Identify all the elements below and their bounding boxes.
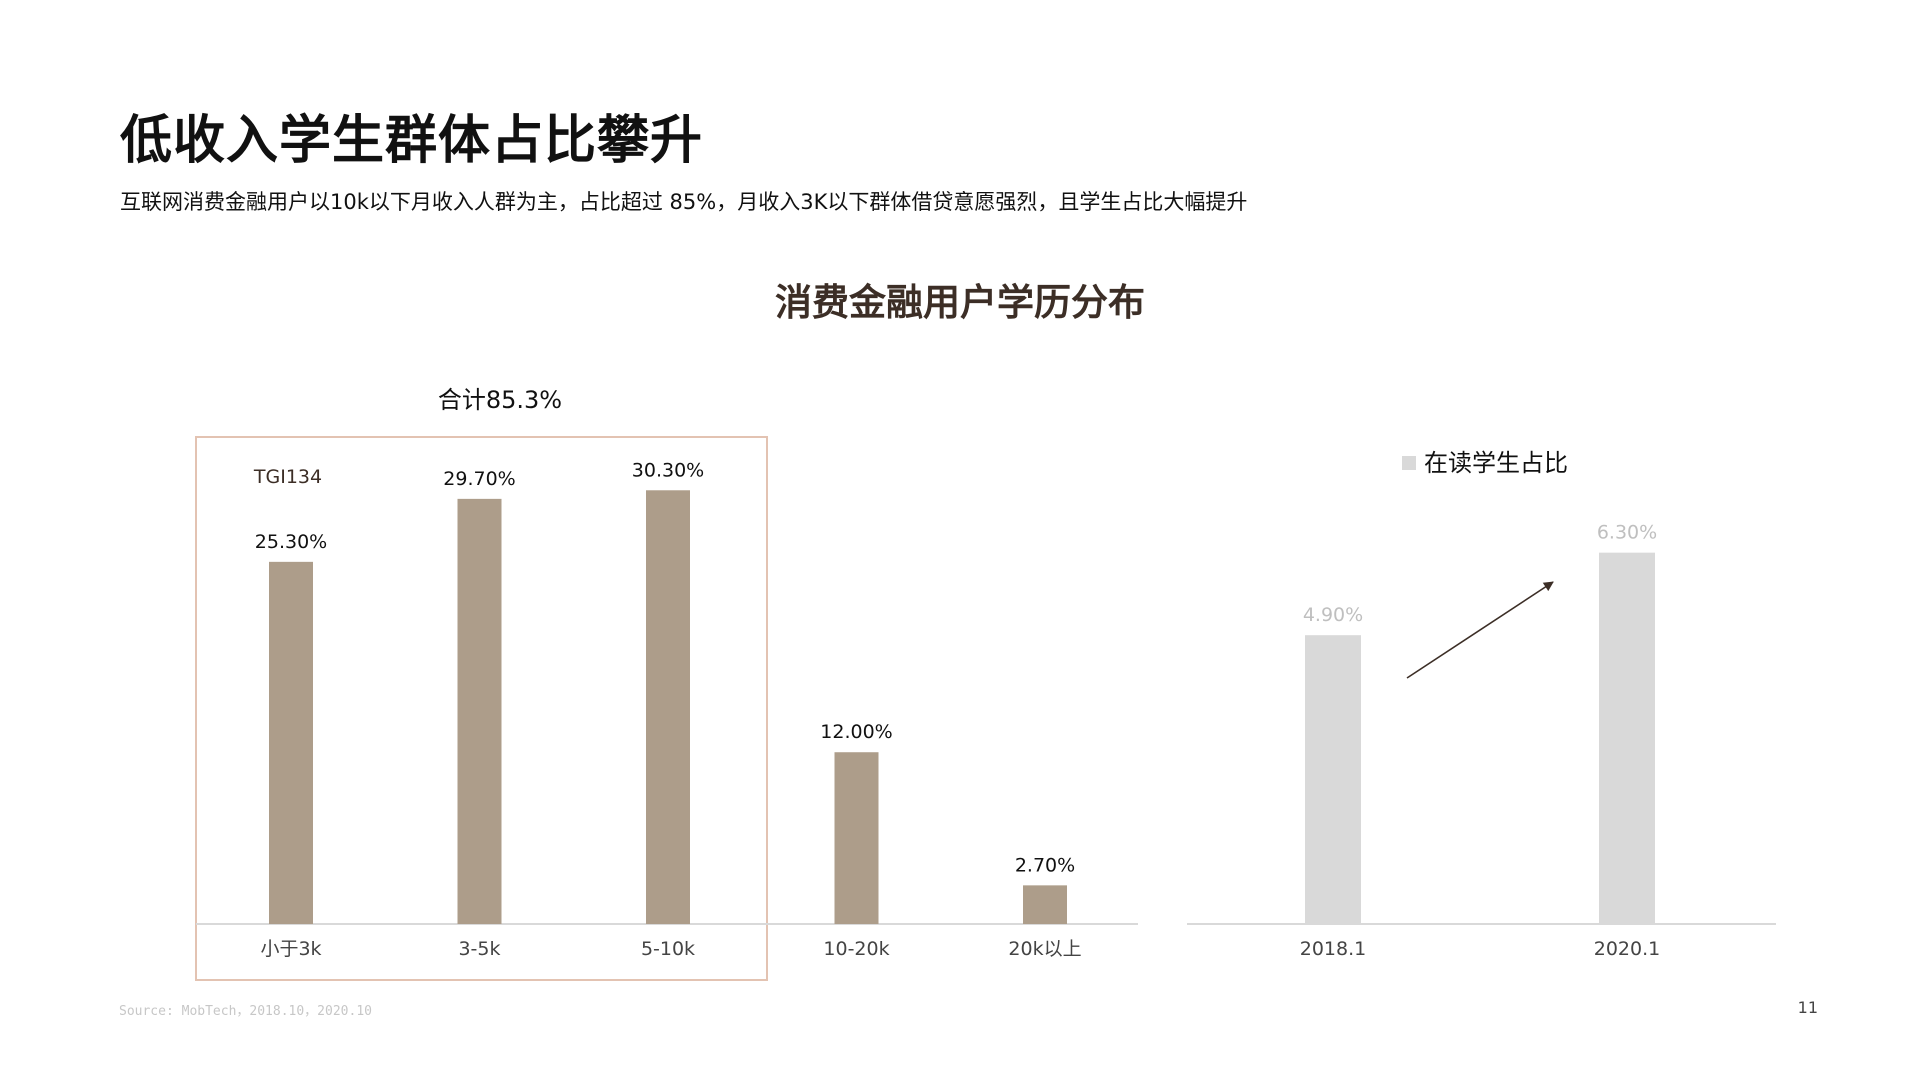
income-data-label: 25.30% — [255, 531, 327, 553]
income-bar — [834, 752, 879, 924]
income-bar — [646, 490, 690, 924]
tgi-annotation: TGI134 — [253, 466, 322, 488]
total-annotation: 合计85.3% — [438, 386, 562, 414]
student-bars: 4.90% 2018.1 6.30% 2020.1 — [1300, 522, 1660, 960]
income-category-label: 5-10k — [641, 938, 695, 960]
income-category-label: 20k以上 — [1008, 938, 1081, 960]
income-data-label: 2.70% — [1015, 854, 1075, 876]
income-category-label: 3-5k — [458, 938, 500, 960]
student-data-label: 6.30% — [1597, 522, 1657, 544]
trend-arrow — [1406, 581, 1554, 679]
income-data-label: 29.70% — [443, 468, 515, 490]
page-subtitle: 互联网消费金融用户以10k以下月收入人群为主，占比超过 85%，月收入3K以下群… — [120, 190, 1248, 214]
income-bar — [457, 498, 502, 924]
source-note: Source: MobTech，2018.10，2020.10 — [119, 1004, 372, 1019]
income-data-label: 30.30% — [632, 459, 704, 481]
student-data-label: 4.90% — [1303, 604, 1363, 626]
chart-title: 消费金融用户学历分布 — [775, 281, 1145, 324]
income-bars: 25.30% 小于3k 29.70% 3-5k 30.30% 5-10k 12.00% 10-… — [255, 459, 1082, 960]
legend-label: 在读学生占比 — [1424, 449, 1568, 477]
student-bar — [1305, 635, 1361, 924]
highlight-box — [195, 436, 768, 981]
legend-swatch — [1402, 456, 1416, 470]
page-number: 11 — [1797, 998, 1818, 1017]
income-data-label: 12.00% — [820, 721, 892, 743]
page-title: 低收入学生群体占比攀升 — [120, 111, 704, 171]
student-bar — [1599, 552, 1655, 924]
income-category-label: 小于3k — [260, 938, 321, 960]
student-category-label: 2018.1 — [1300, 938, 1366, 960]
income-bar — [269, 561, 313, 924]
income-category-label: 10-20k — [823, 938, 889, 960]
income-bar — [1023, 885, 1067, 924]
student-category-label: 2020.1 — [1594, 938, 1660, 960]
student-chart: 在读学生占比 4.90% 2018.1 6.30% 2020.1 — [1187, 449, 1776, 960]
income-chart: 合计85.3% TGI134 25.30% 小于3k 29.70% 3-5k 30.30… — [195, 386, 1138, 981]
